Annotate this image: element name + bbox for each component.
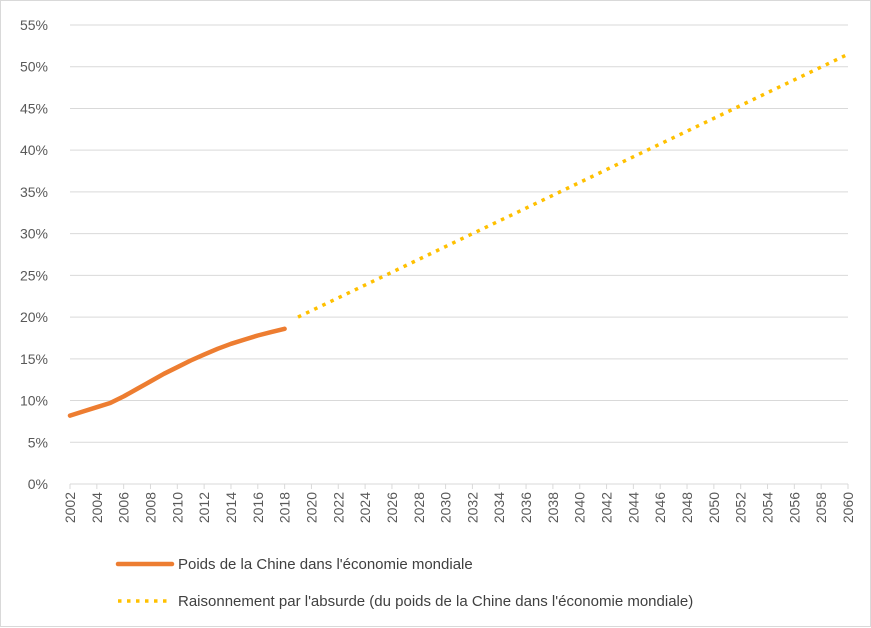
x-tick-label: 2044 [625, 492, 641, 523]
x-tick-label: 2060 [840, 492, 856, 523]
x-tick-label: 2034 [491, 492, 507, 523]
y-tick-label: 20% [20, 309, 48, 325]
y-tick-label: 0% [28, 476, 48, 492]
x-tick-label: 2024 [357, 492, 373, 523]
x-tick-label: 2012 [196, 492, 212, 523]
x-tick-label: 2010 [169, 492, 185, 523]
x-tick-label: 2006 [116, 492, 132, 523]
x-tick-label: 2038 [545, 492, 561, 523]
x-tick-label: 2018 [277, 492, 293, 523]
legend-label-0: Poids de la Chine dans l'économie mondia… [178, 556, 473, 573]
x-tick-label: 2052 [733, 492, 749, 523]
x-tick-label: 2036 [518, 492, 534, 523]
legend: Poids de la Chine dans l'économie mondia… [115, 556, 693, 610]
x-tick-label: 2050 [706, 492, 722, 523]
x-tick-label: 2002 [62, 492, 78, 523]
x-tick-label: 2058 [813, 492, 829, 523]
x-tick-label: 2022 [330, 492, 346, 523]
x-tick-label: 2028 [411, 492, 427, 523]
y-tick-label: 45% [20, 100, 48, 116]
x-tick-label: 2016 [250, 492, 266, 523]
y-tick-label: 40% [20, 142, 48, 158]
x-tick-label: 2020 [303, 492, 319, 523]
x-tick-label: 2030 [438, 492, 454, 523]
y-tick-label: 25% [20, 267, 48, 283]
x-tick-label: 2026 [384, 492, 400, 523]
legend-label-1: Raisonnement par l'absurde (du poids de … [178, 593, 693, 610]
y-tick-label: 55% [20, 17, 48, 33]
x-tick-label: 2042 [599, 492, 615, 523]
x-tick-label: 2014 [223, 492, 239, 523]
series-line-1 [297, 52, 849, 319]
x-tick-label: 2004 [89, 492, 105, 523]
x-tick-label: 2056 [786, 492, 802, 523]
gridlines [70, 24, 848, 443]
y-tick-label: 50% [20, 59, 48, 75]
x-tick-label: 2046 [652, 492, 668, 523]
y-tick-label: 10% [20, 393, 48, 409]
y-tick-label: 15% [20, 351, 48, 367]
y-tick-label: 5% [28, 434, 48, 450]
x-tick-label: 2054 [760, 492, 776, 523]
series-lines [67, 52, 849, 418]
series-line-0 [67, 326, 287, 418]
axes: 0% 5% 10% 15% 20% 25% 30% 35% 40% 45% 50% 55% 2002 20… [20, 17, 856, 523]
x-tick-label: 2040 [572, 492, 588, 523]
x-tick-label: 2048 [679, 492, 695, 523]
y-tick-label: 30% [20, 226, 48, 242]
y-tick-label: 35% [20, 184, 48, 200]
x-tick-label: 2008 [142, 492, 158, 523]
x-tick-label: 2032 [464, 492, 480, 523]
